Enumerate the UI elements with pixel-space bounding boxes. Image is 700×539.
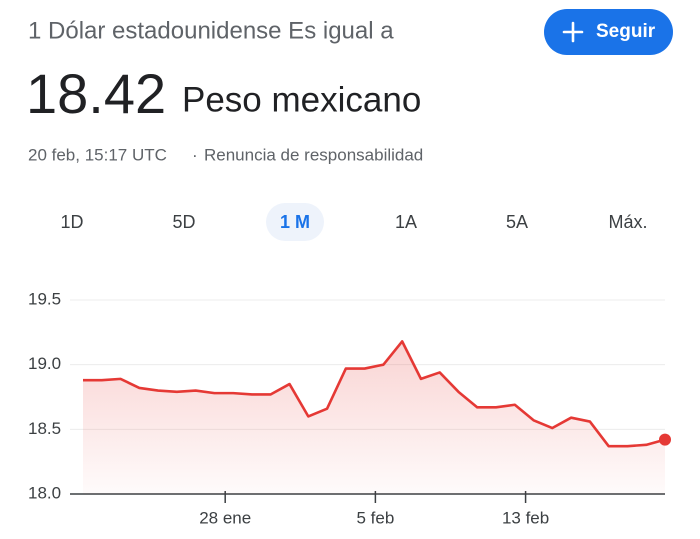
y-tick-label: 18.0 [28, 483, 61, 502]
button-label[interactable]: Seguir [596, 21, 656, 42]
header-title: 1 Dólar estadounidense Es igual a [28, 17, 394, 44]
rate-value: 18.42 [26, 62, 166, 125]
x-tick-label: 13 feb [502, 508, 549, 527]
range-tabs: 1D 5D 1 M 1A 5A Máx. [60, 203, 648, 241]
separator: · [192, 145, 198, 164]
follow-button[interactable]: Seguir [544, 9, 673, 55]
area-fill [83, 341, 665, 494]
tab[interactable]: Máx. [608, 212, 647, 232]
tab[interactable]: 1 M [280, 212, 310, 232]
y-tick-label: 19.5 [28, 289, 61, 308]
tab[interactable]: 5D [172, 212, 195, 232]
y-tick-label: 19.0 [28, 354, 61, 373]
chart: 18.0 18.5 19.0 19.5 28 ene 5 feb 13 feb [28, 289, 671, 527]
current-point [659, 433, 671, 446]
plus-icon[interactable] [562, 21, 584, 43]
tab[interactable]: 1A [395, 212, 417, 232]
price-line [83, 340, 666, 448]
timestamp: 20 feb, 15:17 UTC [28, 145, 167, 164]
x-tick-label: 5 feb [356, 508, 394, 527]
disclaimer-link[interactable]: Renuncia de responsabilidad [204, 145, 423, 164]
tab-highlight[interactable] [266, 203, 324, 241]
tab[interactable]: 1D [60, 212, 83, 232]
x-tick-label: 28 ene [199, 508, 251, 527]
y-tick-label: 18.5 [28, 419, 61, 438]
currency-name: Peso mexicano [182, 80, 421, 119]
tab[interactable]: 5A [506, 212, 528, 232]
button-background[interactable] [544, 9, 673, 55]
